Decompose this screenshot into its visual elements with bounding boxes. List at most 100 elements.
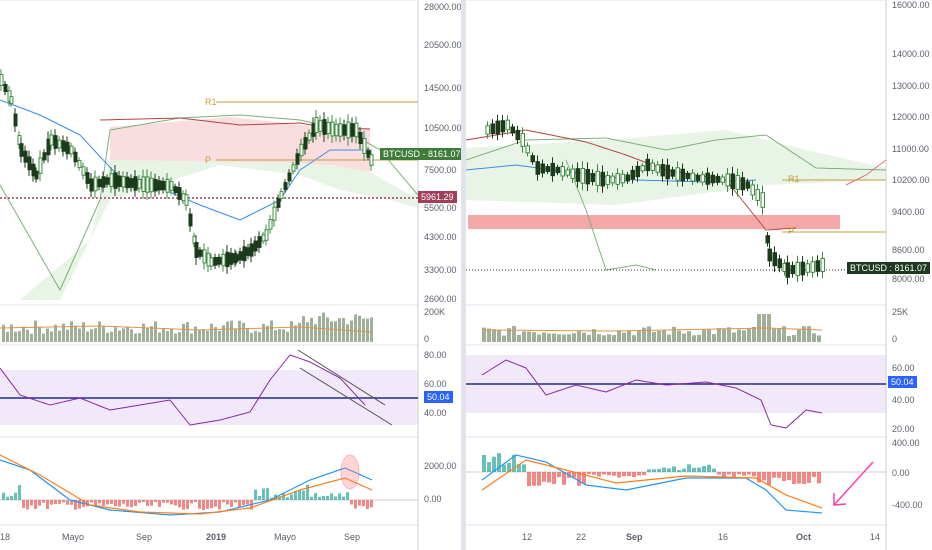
macd-histogram-bar [350,500,353,505]
volume-bar [30,333,33,342]
candle [69,145,74,155]
candle [291,164,296,172]
pane-splitter[interactable] [461,0,466,550]
macd-histogram-bar [752,472,756,477]
ichimoku-cloud-green [20,160,418,300]
price-axis-label: 16000.00 [892,0,930,10]
candle [760,192,765,208]
volume-bar [38,326,41,342]
volume-bar [94,328,97,342]
macd-histogram-bar [222,500,225,503]
candle [720,176,725,183]
macd-histogram-bar [126,500,129,507]
macd-histogram-bar [22,500,25,509]
left-chart-canvas[interactable] [0,0,461,550]
price-axis-label: 4300.00 [424,232,457,242]
volume-bar [697,334,701,342]
time-axis-label: 18 [0,532,11,542]
macd-histogram-bar [122,500,125,504]
candle [640,165,645,172]
volume-bar [362,318,365,342]
volume-bar [250,332,253,342]
volume-bar [74,325,77,342]
volume-bar [370,317,373,342]
candle [169,181,174,191]
macd-histogram-bar [98,500,101,504]
candle [268,219,273,230]
macd-histogram-bar [78,500,81,509]
candle [125,176,130,189]
macd-histogram-bar [6,496,9,500]
candle [800,261,805,276]
candle [350,123,355,137]
volume-bar [572,333,576,342]
candle [165,178,170,193]
volume-bar [138,333,141,342]
time-axis-label: 2019 [206,532,227,542]
candle [338,123,343,137]
candle [153,178,158,192]
candle [362,138,367,154]
candle [295,153,300,165]
candle [540,163,545,174]
candle [777,258,782,269]
candle [38,157,43,174]
macd-histogram-bar [46,500,49,510]
volume-bar [154,321,157,342]
price-axis-label: 8600.00 [892,245,925,255]
pivot-p-label: P [788,226,795,236]
candle [595,170,600,186]
macd-histogram-bar [226,500,229,505]
macd-histogram-bar [358,500,361,506]
candle [19,143,24,157]
macd-histogram-bar [722,472,726,478]
volume-bar [632,335,636,342]
volume-bar [234,328,237,342]
macd-histogram-bar [30,500,33,506]
candle [565,169,570,176]
volume-bar [202,329,205,342]
candle [234,254,239,262]
candle [97,178,102,188]
candle [625,174,630,182]
macd-histogram-bar [622,472,626,477]
macd-histogram-bar [110,500,113,504]
macd-histogram-bar [278,496,281,500]
candle [129,178,134,188]
macd-histogram-bar [150,500,153,506]
macd-histogram-bar [757,472,761,483]
candle [85,172,90,184]
rsi-axis-label: 20.00 [892,424,915,434]
candle [715,175,720,183]
candle [198,249,203,257]
macd-histogram-bar [782,472,786,482]
left-chart-pane[interactable]: 28000.00 20500.00 14500.00 10500.00 7500… [0,0,464,550]
volume-bar [732,332,736,342]
right-chart-canvas[interactable] [465,0,932,550]
candle [238,251,243,261]
volume-bar [194,326,197,342]
candle [253,240,258,252]
macd-histogram-bar [146,500,149,506]
candle [77,160,82,168]
volume-bar [186,322,189,342]
highlight-ellipse [340,454,360,490]
candle [34,170,39,180]
macd-histogram-bar [547,472,551,483]
candle [605,175,610,185]
volume-bar [210,323,213,342]
volume-bar [712,334,716,342]
candle [299,143,304,157]
volume-bar [747,328,751,342]
candle [685,172,690,180]
volume-bar [792,335,796,342]
time-axis-label: Sep [626,532,643,542]
macd-histogram-bar [682,468,686,472]
price-axis-label: 14500.00 [424,83,462,93]
macd-histogram-bar [712,468,716,472]
macd-histogram-bar [587,472,591,475]
right-chart-pane[interactable]: 16000.00 14000.00 13000.00 12000.00 1100… [465,0,932,550]
volume-bar [50,331,53,342]
macd-histogram-bar [14,492,17,500]
candle [520,133,525,147]
